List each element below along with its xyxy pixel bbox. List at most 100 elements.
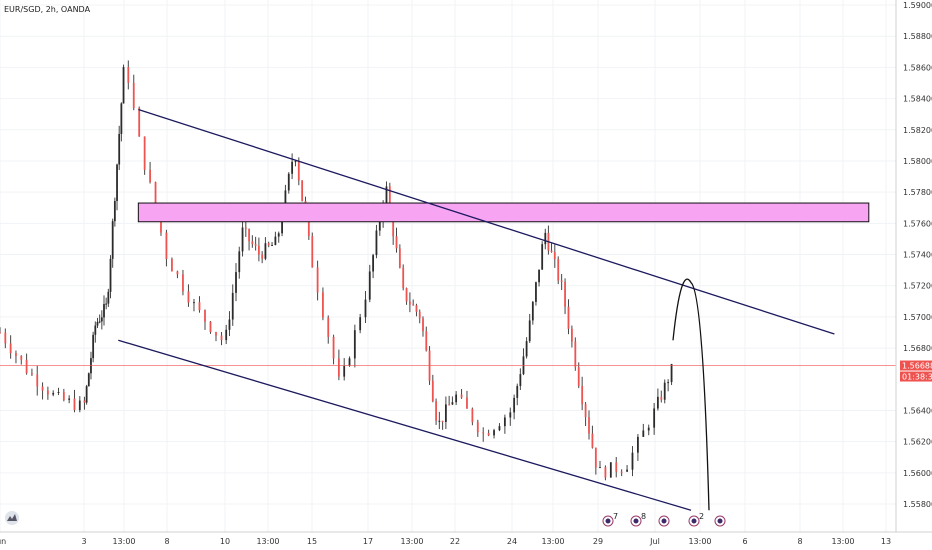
- candle: [291, 153, 294, 180]
- candle-body-up: [385, 186, 388, 204]
- economic-event-icon[interactable]: 2: [688, 512, 704, 527]
- candle: [516, 383, 519, 406]
- candle-body-up: [455, 394, 458, 403]
- economic-event-icon[interactable]: 7: [602, 512, 618, 527]
- price-tick-label: 1.56000: [903, 469, 932, 478]
- candle: [620, 469, 623, 477]
- candle: [225, 324, 228, 345]
- candle-body-down: [209, 321, 212, 333]
- candle: [254, 236, 257, 251]
- candle: [107, 288, 110, 307]
- candle-body-down: [431, 380, 434, 402]
- candle: [248, 228, 250, 251]
- candle-body-up: [663, 382, 666, 400]
- bar-countdown-label: 01:38:33: [902, 373, 932, 382]
- candle: [343, 358, 346, 381]
- candle: [52, 390, 55, 397]
- candle: [257, 237, 260, 262]
- price-axis[interactable]: 1.59000 1.58800 1.58600 1.58400 1.58200 1.580…: [903, 1, 932, 509]
- candle-body-down: [441, 420, 444, 422]
- candle-body-down: [620, 471, 623, 473]
- candle-body-up: [94, 325, 97, 335]
- candle: [441, 420, 444, 430]
- candle: [96, 317, 99, 329]
- candle: [564, 278, 566, 315]
- candle-body-down: [297, 161, 300, 181]
- price-tick-label: 1.59000: [903, 1, 932, 10]
- candle-body-up: [228, 319, 231, 330]
- candle-body-up: [525, 341, 528, 357]
- candle: [132, 74, 135, 111]
- candle: [547, 225, 550, 255]
- candle-body-down: [198, 302, 201, 311]
- price-tick-label: 1.58000: [903, 157, 932, 166]
- countdown-tag-bg: [900, 371, 932, 382]
- candle: [122, 64, 125, 104]
- candle: [113, 197, 116, 227]
- candle-body-up: [78, 400, 81, 411]
- candle-body-up: [353, 330, 356, 359]
- candle-body-up: [544, 232, 547, 245]
- candle-body-down: [73, 398, 76, 411]
- candle-body-down: [36, 374, 39, 387]
- candle-body-down: [31, 373, 33, 375]
- candle-body-down: [584, 404, 587, 418]
- economic-event-icon[interactable]: [714, 515, 726, 527]
- candle: [83, 396, 86, 410]
- candle-body-down: [257, 245, 260, 255]
- time-tick-label: 13:00: [400, 537, 423, 546]
- candle-body-up: [105, 303, 108, 305]
- time-axis[interactable]: Jun 3 13:00 8 10 13:00 15 17 13:00 22 24 13:00 29 Jul…: [0, 537, 891, 546]
- candle: [375, 224, 378, 259]
- candle: [120, 102, 123, 142]
- economic-event-icon[interactable]: 8: [630, 512, 646, 527]
- candle-body-down: [301, 180, 304, 201]
- candle: [482, 427, 485, 442]
- candle-body-up: [92, 334, 95, 359]
- candle-body-down: [574, 341, 577, 368]
- candle-body-up: [528, 320, 531, 342]
- candle-body-down: [182, 274, 184, 292]
- current-price-tag-bg: [900, 360, 932, 371]
- candle-body-down: [171, 259, 173, 272]
- candle: [451, 396, 454, 406]
- candle: [87, 372, 90, 387]
- candle: [238, 246, 241, 279]
- candle-body-up: [368, 271, 371, 300]
- candle: [560, 274, 563, 291]
- candle-body-up: [264, 243, 267, 259]
- candle-body-down: [0, 332, 1, 334]
- candle-body-down: [571, 328, 573, 342]
- time-tick-label: 6: [742, 537, 747, 546]
- candle: [271, 242, 273, 247]
- candle: [364, 290, 367, 324]
- candle: [78, 396, 81, 413]
- candle-body-down: [176, 271, 179, 275]
- candle: [36, 365, 39, 396]
- candle: [267, 241, 270, 248]
- candle-body-down: [215, 332, 217, 336]
- candle: [660, 390, 663, 403]
- candle-body-up: [96, 321, 99, 326]
- candle: [0, 327, 1, 334]
- events-row[interactable]: 7 8 2: [602, 512, 726, 527]
- candle: [171, 257, 173, 272]
- candle-body-down: [560, 280, 563, 282]
- candle: [261, 251, 264, 264]
- candle: [353, 324, 356, 368]
- candle-body-down: [4, 332, 7, 344]
- time-tick-label: 15: [307, 537, 317, 546]
- candle-body-up: [103, 304, 105, 318]
- candle: [287, 172, 290, 194]
- candle-body-up: [378, 220, 381, 231]
- economic-event-icon[interactable]: [658, 515, 670, 527]
- candle-body-up: [498, 426, 501, 431]
- candle: [105, 297, 108, 310]
- candle-body-down: [25, 359, 28, 374]
- candle-body-up: [637, 436, 639, 453]
- candle-body-down: [550, 250, 553, 252]
- candle-body-down: [41, 386, 44, 391]
- price-tick-label: 1.58400: [903, 95, 932, 104]
- tradingview-logo-icon[interactable]: [5, 511, 19, 525]
